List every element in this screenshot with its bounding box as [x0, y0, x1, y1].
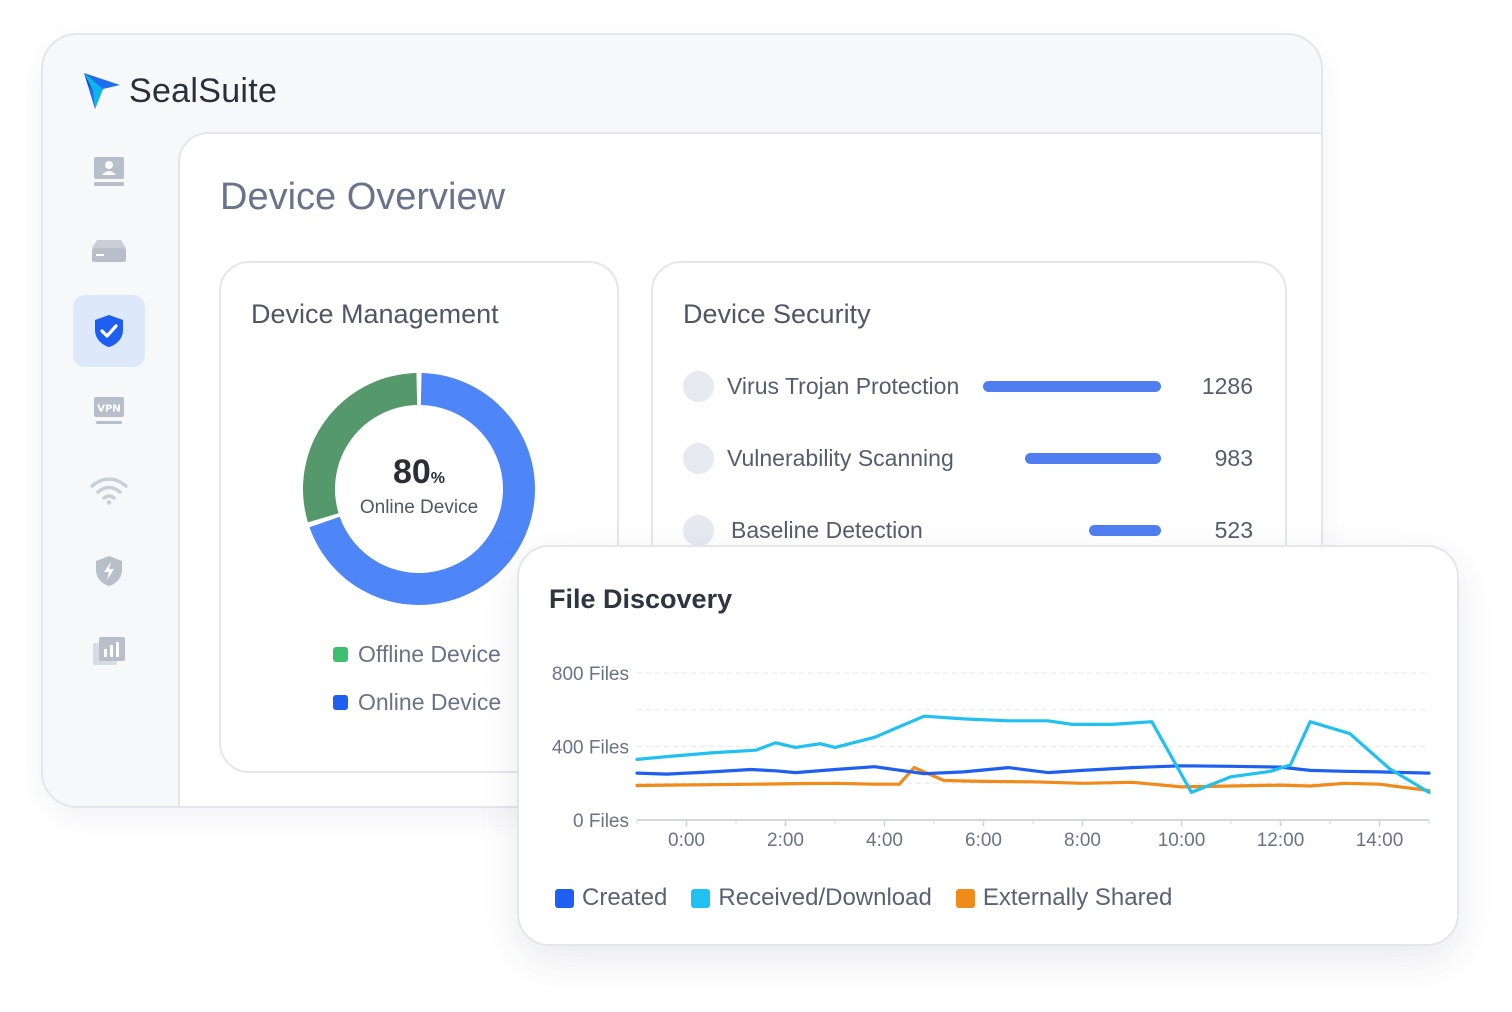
- security-row-vulnerability[interactable]: Vulnerability Scanning 983: [683, 441, 1253, 475]
- status-circle-icon: [683, 515, 714, 546]
- status-circle-icon: [683, 443, 714, 474]
- x-tick-label: 2:00: [767, 830, 804, 851]
- y-tick-label: 400 Files: [552, 738, 629, 759]
- series-line-created: [635, 764, 1431, 776]
- legend-label: Externally Shared: [982, 884, 1173, 911]
- y-tick-label: 0 Files: [573, 811, 629, 832]
- legend-swatch: [691, 888, 711, 908]
- series-line-externally-shared: [635, 766, 1431, 793]
- x-tick-label: 12:00: [1257, 830, 1305, 851]
- legend-swatch: [333, 647, 348, 662]
- legend-swatch: [955, 888, 975, 908]
- legend-swatch: [555, 888, 574, 908]
- bar-chart-icon: [93, 637, 125, 665]
- x-tick-label: 8:00: [1064, 830, 1101, 851]
- security-value: 1286: [1201, 373, 1253, 399]
- legend-item-online: Online Device: [333, 689, 501, 716]
- legend-label: Offline Device: [358, 641, 501, 667]
- hard-drive-icon: [92, 240, 126, 262]
- x-tick-label: 6:00: [965, 830, 1002, 851]
- security-label: Virus Trojan Protection: [727, 373, 960, 399]
- security-label: Vulnerability Scanning: [727, 445, 954, 471]
- online-offline-donut: [303, 373, 535, 605]
- legend-item-offline: Offline Device: [333, 641, 501, 668]
- sidebar-item-vpn[interactable]: VPN: [73, 375, 145, 447]
- online-percent: 80%: [392, 453, 446, 491]
- logo[interactable]: SealSuite: [83, 71, 277, 111]
- chart-legend: Created Received/Download Externally Sha…: [555, 884, 1172, 912]
- sidebar-item-wifi[interactable]: [73, 455, 145, 527]
- legend-item-created: Created: [555, 884, 667, 912]
- legend-label: Online Device: [358, 689, 502, 715]
- shield-bolt-icon: [96, 556, 122, 586]
- file-discovery-chart: 0 Files 400 Files 800 Files 0:00 2:00 4:00 6:0…: [552, 664, 1431, 851]
- x-tick-label: 14:00: [1356, 830, 1404, 851]
- x-tick-label: 10:00: [1158, 830, 1206, 851]
- security-bar: [1088, 525, 1161, 536]
- online-device-caption: Online Device: [359, 497, 479, 518]
- vpn-icon: VPN: [94, 397, 124, 424]
- security-value: 983: [1214, 445, 1253, 471]
- card-title: File Discovery: [549, 584, 733, 614]
- app-name: SealSuite: [129, 71, 278, 110]
- legend-label: Received/Download: [718, 884, 932, 911]
- sidebar-item-devices[interactable]: [73, 215, 145, 287]
- security-label: Baseline Detection: [731, 517, 923, 543]
- donut-segment-offline: [303, 373, 418, 523]
- sidebar-item-contacts[interactable]: [73, 135, 145, 207]
- card-title: Device Management: [251, 299, 499, 329]
- svg-text:VPN: VPN: [97, 404, 120, 415]
- contact-card-icon: [94, 157, 124, 186]
- x-tick-label: 4:00: [866, 830, 903, 851]
- legend-swatch: [333, 695, 348, 710]
- security-row-baseline[interactable]: Baseline Detection 523: [683, 513, 1253, 547]
- status-circle-icon: [683, 371, 714, 402]
- security-bar: [1024, 453, 1161, 464]
- donut-center: 80% Online Device: [303, 373, 535, 605]
- y-tick-label: 800 Files: [552, 664, 629, 685]
- series-line-received-download: [635, 714, 1431, 794]
- legend-item-shared: Externally Shared: [955, 884, 1173, 912]
- sidebar-item-security[interactable]: [73, 295, 145, 367]
- legend-label: Created: [582, 884, 668, 911]
- security-value: 523: [1214, 517, 1253, 543]
- sealsuite-logo-icon: [84, 73, 120, 109]
- sidebar-item-reports[interactable]: [73, 615, 145, 687]
- sidebar-item-protection[interactable]: [73, 535, 145, 607]
- file-discovery-card: File Discovery 0 Files 400 Files 800 Files…: [517, 545, 1459, 946]
- card-title: Device Security: [683, 299, 871, 329]
- security-bar: [983, 381, 1161, 392]
- legend-item-received: Received/Download: [691, 884, 932, 912]
- x-tick-label: 0:00: [668, 830, 705, 851]
- shield-check-icon: [95, 315, 123, 347]
- wifi-icon: [90, 477, 128, 505]
- security-row-virus[interactable]: Virus Trojan Protection 1286: [683, 369, 1253, 403]
- page-title: Device Overview: [220, 176, 506, 218]
